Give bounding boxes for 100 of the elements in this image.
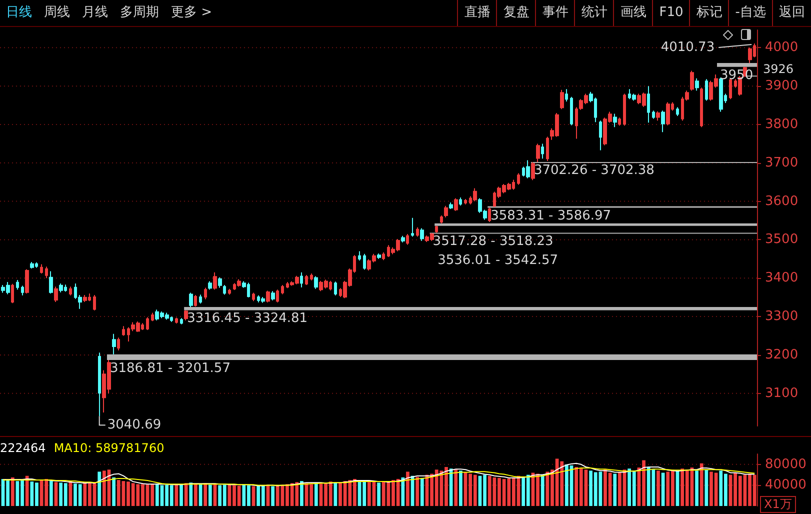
candlestick — [459, 196, 462, 206]
candlestick — [666, 102, 670, 126]
candlestick — [695, 78, 699, 92]
band-label: 3186.81 - 3201.57 — [110, 361, 230, 376]
bar — [661, 472, 665, 506]
candlestick — [228, 288, 231, 296]
candlestick — [49, 270, 53, 294]
text: 标记 — [689, 0, 728, 26]
bar — [271, 486, 274, 506]
text: 更多 > — [170, 4, 214, 22]
text: 事件 — [535, 0, 574, 26]
candlestick — [377, 253, 381, 260]
candlestick — [334, 281, 337, 296]
candlestick — [613, 113, 617, 128]
candlestick — [151, 312, 154, 322]
bar — [25, 476, 29, 506]
bar — [454, 470, 458, 506]
candlestick — [565, 88, 568, 102]
text: 多周期 — [119, 4, 160, 22]
candlestick — [473, 188, 477, 202]
text: 返回 — [772, 0, 811, 26]
candlestick — [416, 226, 419, 238]
band-label: 3316.45 - 3324.81 — [187, 311, 308, 326]
bar — [10, 477, 14, 506]
candlestick — [488, 207, 491, 223]
bar — [180, 484, 183, 506]
y-tick-label: 3500 — [765, 232, 798, 248]
bar — [314, 482, 318, 506]
candlestick — [237, 278, 241, 288]
candlestick — [30, 261, 34, 270]
candlestick — [444, 205, 448, 218]
candlestick — [363, 253, 366, 270]
candlestick — [271, 290, 275, 301]
band-label: 3702.26 - 3702.38 — [534, 163, 654, 178]
y-tick-label: 3100 — [765, 386, 798, 401]
candlestick — [719, 77, 723, 112]
candlestick — [11, 283, 14, 304]
bar — [695, 470, 698, 506]
bar — [459, 470, 462, 506]
bar — [704, 470, 708, 506]
candlestick — [560, 89, 564, 110]
candlestick — [21, 285, 24, 296]
bar — [49, 481, 53, 506]
candlestick — [406, 233, 409, 246]
candlestick — [180, 318, 183, 325]
text: 画线 — [613, 0, 652, 26]
text: 统计 — [574, 0, 614, 26]
candlestick — [146, 316, 149, 330]
annotation: 4010.73 — [660, 40, 715, 56]
bar — [613, 474, 617, 506]
y-tick-label: 3300 — [765, 309, 798, 324]
y-tick-label: 80000 — [765, 456, 806, 472]
candlestick — [252, 292, 255, 302]
y-tick-label: 3800 — [765, 116, 798, 132]
candlestick — [358, 250, 361, 261]
candlestick — [382, 252, 385, 261]
candlestick — [175, 317, 178, 324]
candlestick — [59, 283, 63, 293]
candlestick — [517, 172, 520, 186]
bar — [700, 463, 704, 506]
y-tick-label: 3600 — [765, 194, 798, 209]
candlestick — [122, 326, 125, 336]
candlestick — [676, 106, 679, 117]
candlestick — [83, 294, 87, 302]
bar — [334, 482, 338, 506]
candlestick — [531, 162, 535, 181]
bar — [112, 477, 116, 506]
candlestick — [623, 93, 626, 126]
text: 月线 — [81, 4, 109, 22]
text: F10 — [652, 0, 690, 26]
candlestick — [314, 276, 318, 290]
y-tick-label: 4000 — [765, 40, 798, 56]
candlestick — [300, 272, 303, 288]
y-tick-label: 3700 — [765, 155, 798, 170]
candlestick — [632, 93, 636, 102]
candlestick — [401, 235, 405, 243]
band-label: 3583.31 - 3586.97 — [490, 208, 612, 224]
candlestick — [536, 143, 540, 162]
candlestick — [599, 120, 602, 151]
text: 日线 — [5, 4, 33, 22]
candlestick — [570, 96, 573, 126]
candlestick — [218, 276, 222, 288]
annotation: MA10: 589781760 — [54, 441, 164, 455]
band-label: 3517.28 - 3518.23 — [432, 234, 554, 250]
candlestick — [98, 352, 101, 417]
y-tick-label: 40000 — [765, 478, 806, 493]
candlestick — [705, 78, 708, 102]
bar — [98, 472, 102, 506]
candlestick — [112, 333, 116, 355]
annotation: 222464 — [0, 441, 46, 455]
bar — [252, 486, 256, 506]
band-label: 3536.01 - 3542.57 — [438, 252, 558, 268]
bar — [401, 477, 405, 506]
bar — [377, 482, 380, 506]
line-series — [2, 462, 756, 486]
candlestick — [647, 86, 650, 124]
candlestick — [690, 70, 694, 92]
bar — [189, 482, 193, 506]
candlestick — [618, 117, 621, 126]
candlestick — [656, 110, 660, 122]
